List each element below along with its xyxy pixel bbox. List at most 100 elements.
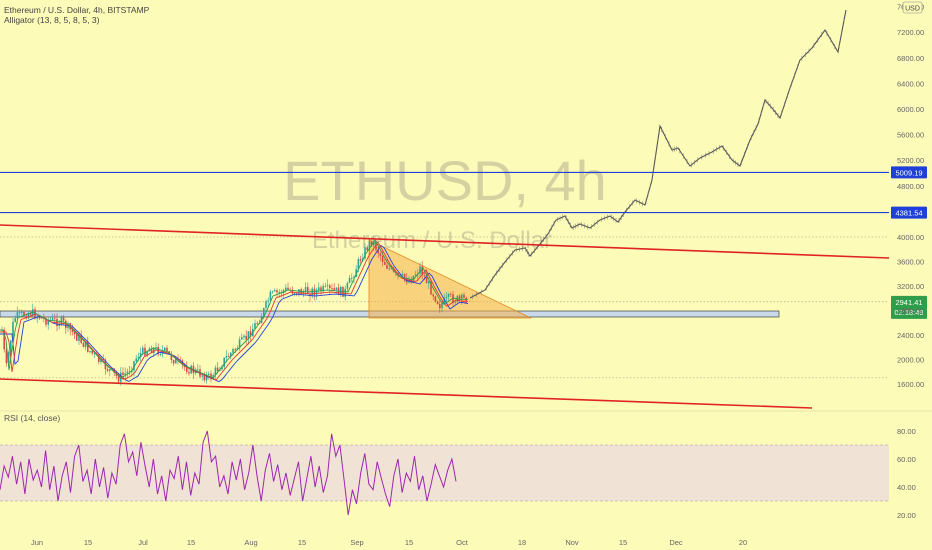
symbol-legend[interactable]: Ethereum / U.S. Dollar, 4h, BITSTAMP [4,5,150,15]
lower-trend-line[interactable] [0,378,813,409]
candle-body [80,335,82,343]
candle-body [331,287,333,289]
candle-body [243,335,245,338]
rsi-tick-label: 60.00 [897,455,916,464]
candle-body [159,354,162,355]
current-price-badge[interactable] [891,295,927,319]
candle-body [10,340,12,353]
candle-body [271,291,274,293]
candle-body [124,373,126,375]
time-tick-label: Oct [456,538,469,547]
candle-body [223,357,225,367]
candle-body [318,287,320,290]
time-tick-label: 20 [739,538,747,547]
candle-body [36,316,38,319]
candle-body [443,298,445,304]
candle-body [293,293,296,295]
candle-body [102,358,104,360]
candle-body [234,349,236,350]
candle-body [84,341,87,348]
candle-body [175,358,177,364]
time-tick-label: Jul [138,538,148,547]
indicator-legend[interactable]: Alligator (13, 8, 5, 8, 5, 3) [4,15,100,25]
candle-body [320,287,322,292]
candle-body [390,267,393,269]
candle-body [137,357,140,359]
triangle-drawing[interactable] [368,239,532,319]
candle-body [432,294,434,297]
candle-body [326,285,329,287]
time-axis[interactable]: Jun 15 Jul 15 Aug 15 Sep 15 Oct 18 Nov 15 Dec 20 [31,538,747,547]
candle-body [304,287,307,292]
candle-body [238,339,241,349]
candle-body [377,249,379,254]
candle-body [208,373,210,375]
candle-body [65,320,67,329]
candle-body [324,285,327,287]
price-axis[interactable]: 7600.007200.006800.006400.006000.005600.… [897,3,924,520]
candle-body [47,320,49,325]
time-tick-label: 18 [518,538,526,547]
candle-body [113,368,115,373]
triangle-shape[interactable] [368,239,532,319]
candle-body [348,277,351,283]
candle-body [313,288,316,296]
candle-body [359,259,362,261]
candle-body [434,296,437,302]
level-price-label: 4381.54 [895,209,922,218]
candle-body [445,296,448,299]
price-tick-label: 6800.00 [897,54,924,63]
projection-line [469,9,847,299]
level-price-badge[interactable] [891,206,927,219]
candle-body [368,241,371,251]
projection-path [469,9,847,300]
candle-body [25,315,27,319]
level-price-badge[interactable] [891,166,927,179]
upper-trend-line[interactable] [0,224,890,259]
rsi-legend[interactable]: RSI (14, close) [4,413,60,423]
candle-body [401,273,404,275]
candle-body [421,266,423,275]
candle-body [164,347,166,351]
rsi-line [0,430,457,516]
candle-body [93,353,96,354]
candle-body [38,316,41,319]
candle-body [454,301,456,303]
price-tick-label: 1600.00 [897,380,924,389]
candle-body [351,277,353,279]
candle-body [76,334,78,341]
candle-body [197,369,199,371]
time-tick-label: Dec [669,538,683,547]
candle-body [60,317,63,325]
candle-body [98,354,100,362]
candle-body [131,370,133,373]
candle-body [230,352,232,357]
candle-body [225,356,228,358]
time-tick-label: 15 [84,538,92,547]
candle-body [150,348,153,354]
price-tick-label: 5600.00 [897,131,924,140]
candle-body [87,341,89,352]
candle-body [106,369,109,371]
candle-body [309,293,311,297]
candle-body [221,366,223,370]
candle-body [461,294,463,299]
alligator-line [0,241,469,381]
price-tick-label: 3600.00 [897,258,924,267]
time-tick-label: Nov [565,538,579,547]
candle-body [188,371,190,374]
rsi-pane [0,410,932,516]
currency-badge[interactable] [902,1,923,14]
candle-body [414,274,417,276]
candle-body [267,300,269,302]
candle-body [170,353,173,360]
alligator-line [0,244,469,383]
candle-body [450,294,452,295]
candle-body [133,361,135,371]
price-tick-label: 4800.00 [897,182,924,191]
candle-body [428,281,430,284]
trend-lines[interactable] [0,224,890,409]
